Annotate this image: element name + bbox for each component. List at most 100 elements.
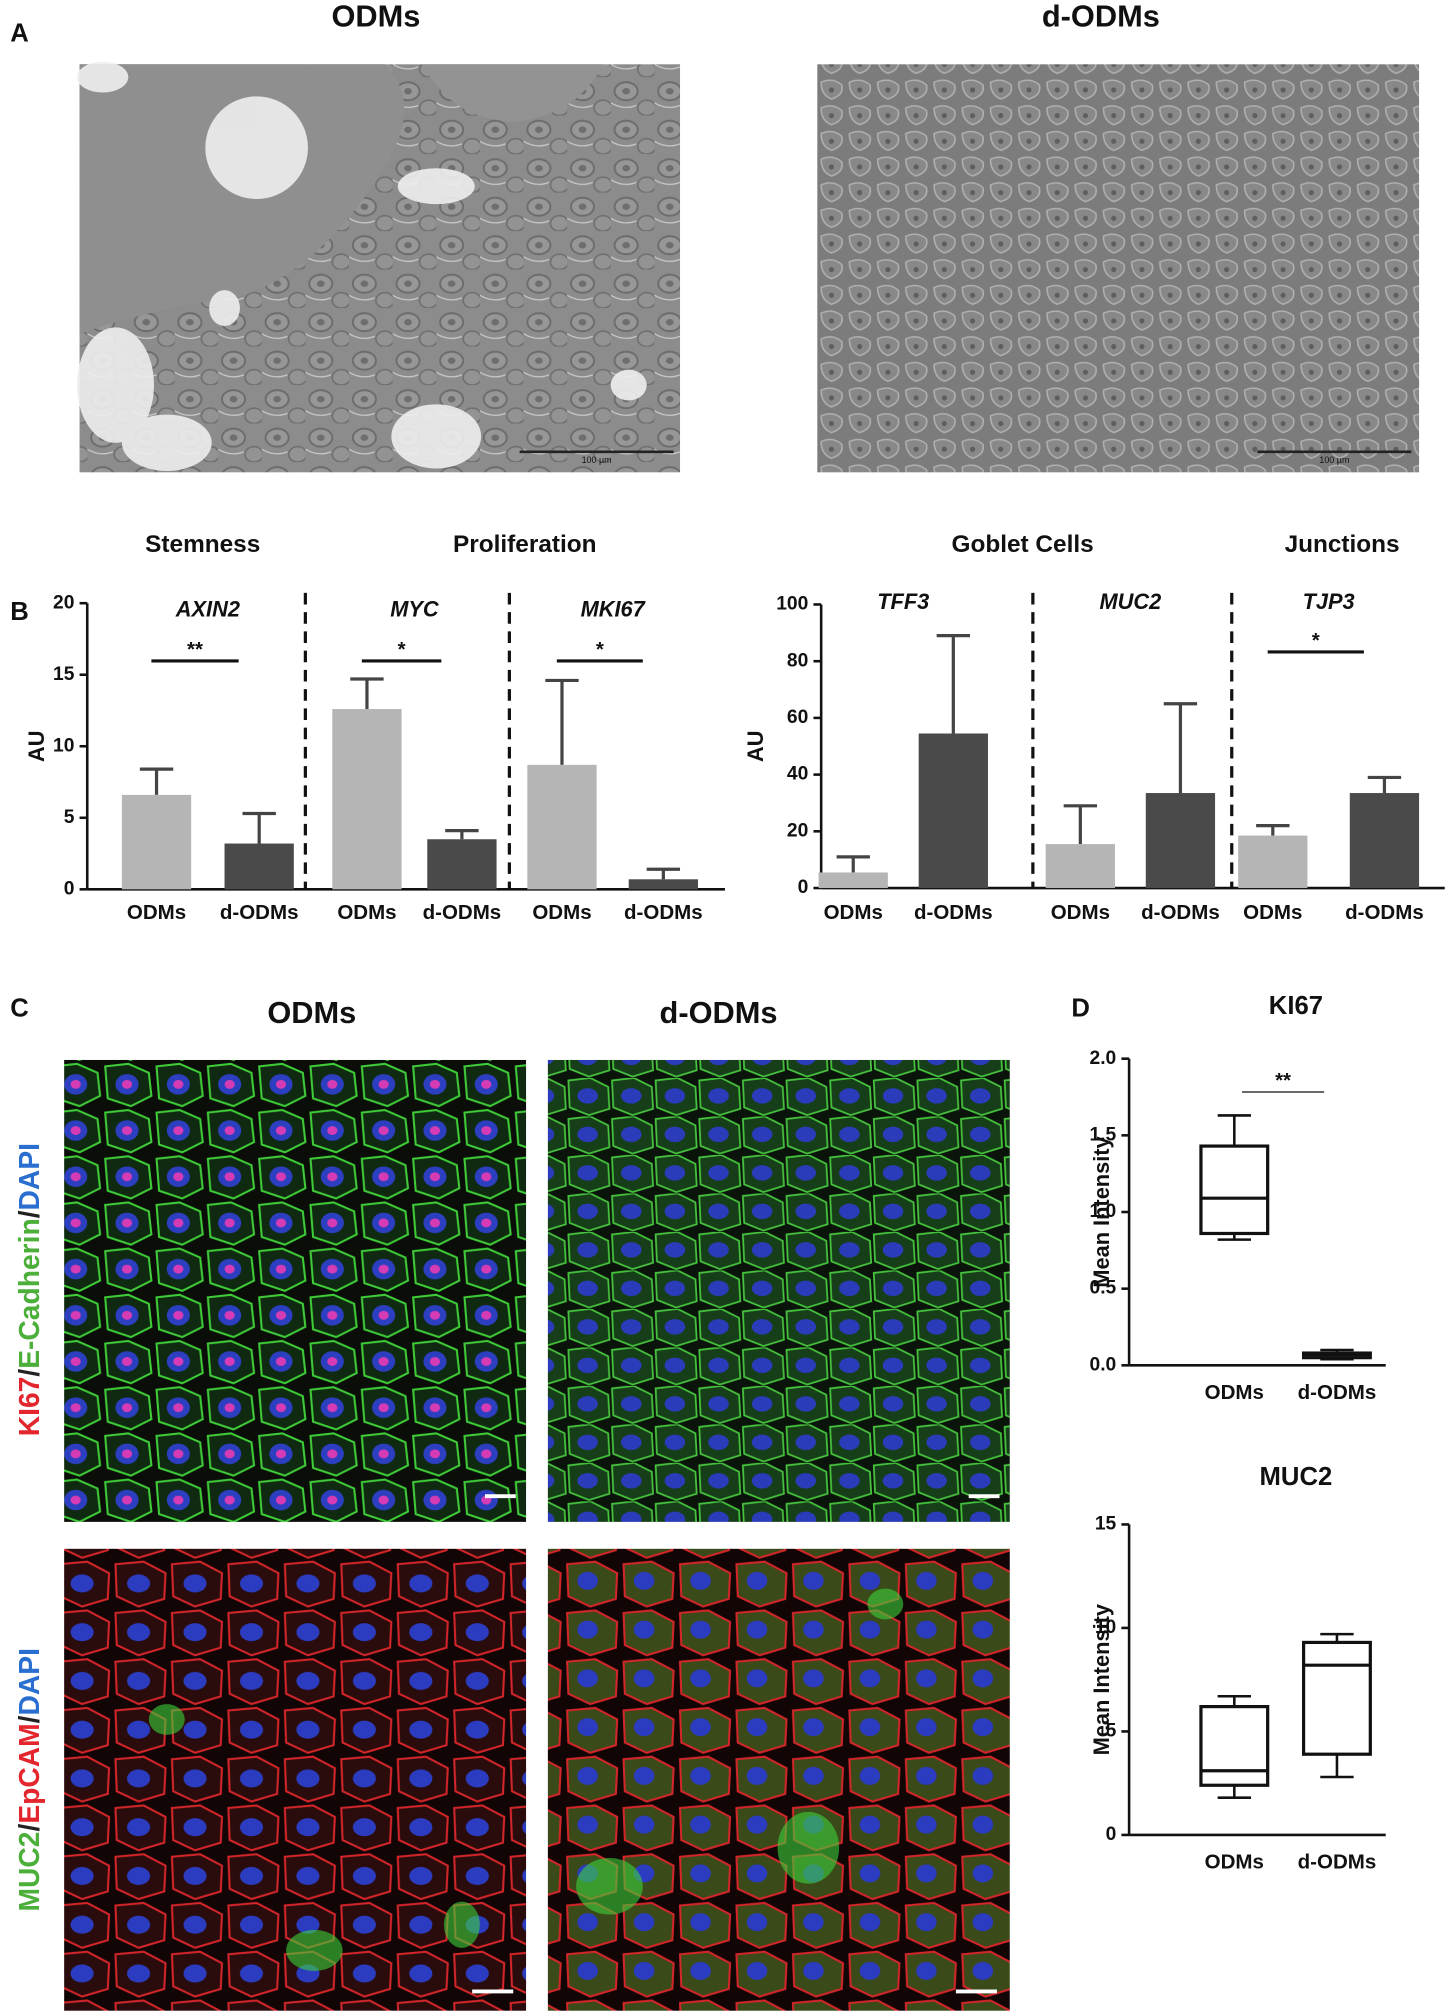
gene-label: MKI67 [581,597,646,622]
panel-label: C [10,995,29,1023]
y-tick-label: 60 [787,707,808,728]
stain-label: MUC2/EpCAM/DAPI [14,1648,46,1911]
y-tick-label: 10 [53,735,74,756]
x-tick-label: ODMs [337,901,396,924]
x-tick-label: ODMs [824,901,883,924]
stain: E-Cadherin [14,1218,46,1369]
y-tick-label: 0 [1106,1824,1117,1845]
x-tick-label: ODMs [127,901,186,924]
stain: / [14,1210,46,1218]
bar [527,764,597,890]
x-tick-label: d-ODMs [914,901,993,924]
panel-label: D [1071,995,1090,1023]
x-tick-label: d-ODMs [1141,901,1220,924]
stain: / [14,1715,46,1723]
gene-label: MYC [390,597,439,622]
y-tick-label: 15 [53,664,75,685]
y-tick-label: 100 [776,594,808,615]
micrograph-region [423,64,604,123]
y-tick-label: 1.0 [1090,1201,1117,1222]
stain: DAPI [14,1143,46,1210]
mucin-signal [148,1588,904,1971]
stain: / [14,1824,46,1832]
bright-cells [76,61,647,472]
y-axis-label: Mean Intensity [1089,1136,1114,1287]
bar [918,733,988,889]
x-tick-label: ODMs [1051,901,1110,924]
image-title: ODMs [267,995,356,1030]
y-tick-label: 20 [53,592,74,613]
image-title: ODMs [331,0,420,33]
scale-bars [472,1494,1000,1994]
gene-label: TJP3 [1303,589,1355,614]
x-tick-label: d-ODMs [1298,1381,1377,1404]
x-tick-label: d-ODMs [1345,901,1424,924]
x-tick-label: d-ODMs [1298,1851,1377,1874]
chart-title: MUC2 [1260,1463,1333,1491]
bar [1349,793,1420,889]
bar [427,839,497,890]
y-tick-label: 0.0 [1090,1354,1117,1375]
y-tick-label: 0.5 [1090,1278,1117,1299]
box [1301,1640,1372,1756]
y-tick-label: 40 [787,764,808,785]
bar [1238,835,1308,889]
image-title: d-ODMs [660,995,778,1030]
box [1199,1144,1270,1236]
bar [121,794,192,890]
y-axis-label: AU [24,731,49,762]
stain: MUC2 [14,1832,46,1912]
bar [332,709,402,890]
gene-label: MUC2 [1100,589,1162,614]
scale-label: 100 µm [582,455,612,465]
x-tick-label: ODMs [1205,1851,1264,1874]
x-tick-label: d-ODMs [220,901,299,924]
bar [1145,793,1216,889]
y-tick-label: 15 [1095,1514,1117,1535]
y-tick-label: 5 [64,807,75,828]
stain: DAPI [14,1648,46,1715]
fluorescence-image [64,1059,527,1522]
section-header: Stemness [145,531,260,558]
y-tick-label: 10 [1095,1617,1116,1638]
scale-label: 100 µm [1319,455,1349,465]
x-tick-label: ODMs [1205,1381,1264,1404]
x-tick-label: d-ODMs [423,901,502,924]
gene-label: TFF3 [877,589,929,614]
significance-label: ** [1275,1069,1291,1092]
micrograph-region [79,64,405,334]
image-title: d-ODMs [1042,0,1160,33]
stain-label: KI67/E-Cadherin/DAPI [14,1143,46,1436]
section-header: Junctions [1285,531,1400,558]
y-tick-label: 2.0 [1090,1048,1117,1069]
significance-label: * [398,638,406,661]
y-axis-label: Mean Intensity [1089,1604,1114,1755]
y-tick-label: 1.5 [1090,1124,1117,1145]
stain: EpCAM [14,1723,46,1823]
significance-label: ** [187,638,203,661]
panel-label: B [10,598,29,626]
fluorescence-image [547,1059,1010,1522]
chart-title: KI67 [1269,992,1323,1020]
bar [224,843,294,890]
gene-label: AXIN2 [175,597,240,622]
bar [628,879,698,890]
section-header: Proliferation [453,531,596,558]
section-header: Goblet Cells [952,531,1094,558]
significance-label: * [596,638,604,661]
y-tick-label: 0 [798,877,809,898]
y-tick-label: 0 [64,878,75,899]
y-tick-label: 80 [787,650,808,671]
y-tick-label: 5 [1106,1721,1117,1742]
bar [1045,844,1115,889]
panel-label: A [10,20,29,48]
fluorescence-image [547,1548,1010,2011]
bar [818,872,888,889]
y-tick-label: 20 [787,820,808,841]
box [1199,1704,1270,1787]
y-axis-label: AU [743,731,768,762]
x-tick-label: ODMs [532,901,591,924]
x-tick-label: ODMs [1243,901,1302,924]
